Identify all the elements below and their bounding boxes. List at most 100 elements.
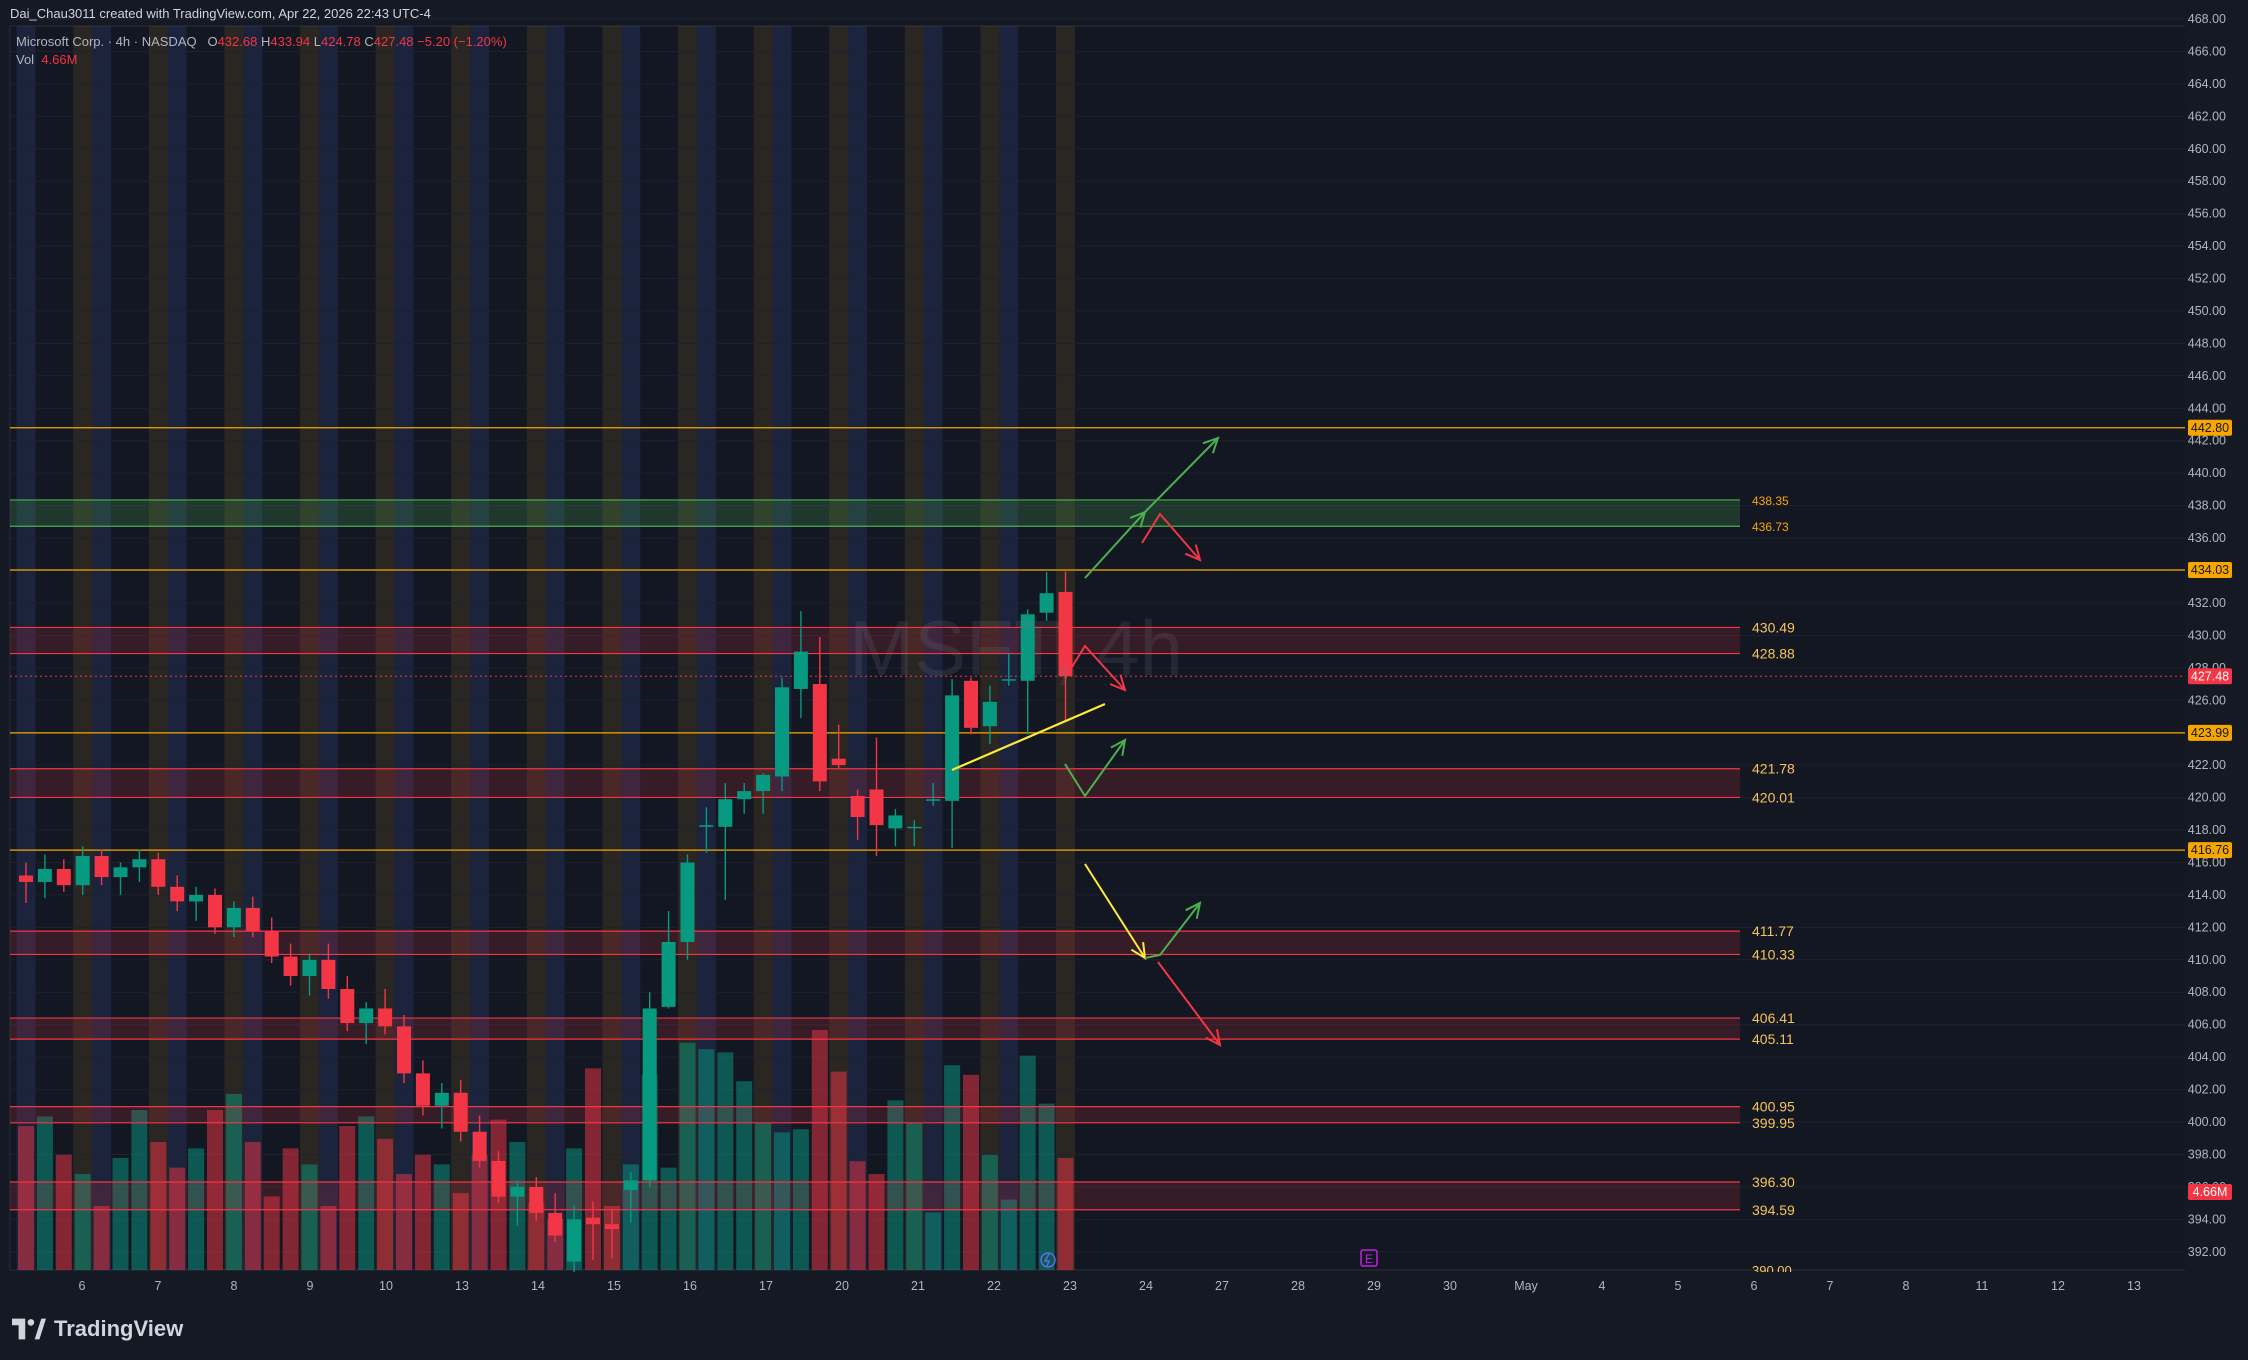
zone-bottom-label: 394.59 — [1752, 1202, 1795, 1218]
candle-body — [226, 907, 241, 928]
price-tick-label: 420.00 — [2188, 791, 2226, 805]
session-band — [999, 26, 1019, 1270]
arrow-up-to-442-head — [1202, 436, 1220, 454]
time-tick-label: 28 — [1291, 1279, 1305, 1293]
candle-body — [623, 1180, 638, 1191]
price-tick-label: 444.00 — [2188, 401, 2226, 415]
session-band — [92, 26, 112, 1270]
price-tick-label: 456.00 — [2188, 207, 2226, 221]
tradingview-logo-icon — [12, 1318, 46, 1340]
session-band — [300, 26, 319, 1270]
price-tick-label: 412.00 — [2188, 920, 2226, 934]
symbol-name[interactable]: Microsoft Corp. · 4h · NASDAQ — [16, 34, 197, 49]
price-tick-label: 392.00 — [2188, 1245, 2226, 1259]
open-label: O — [207, 34, 218, 49]
volume-bar — [471, 1154, 488, 1270]
price-tick-label: 452.00 — [2188, 272, 2226, 286]
volume-bar — [414, 1154, 431, 1270]
candle-body — [907, 826, 922, 829]
candle-body — [132, 859, 147, 868]
candle-body — [964, 680, 978, 728]
zone-bottom-label: 420.01 — [1752, 789, 1795, 805]
time-tick-label: 8 — [231, 1279, 238, 1293]
time-tick-label: 22 — [987, 1279, 1001, 1293]
volume-bar — [755, 1122, 772, 1270]
volume-value: 4.66M — [41, 52, 78, 67]
candle-body — [378, 1008, 393, 1027]
arrow-bounce-423 — [1064, 739, 1126, 798]
time-tick-label: 6 — [79, 1279, 86, 1293]
time-tick-label: 7 — [155, 1279, 162, 1293]
time-axis-background — [0, 1272, 2248, 1292]
price-tick-label: 436.00 — [2188, 531, 2226, 545]
candle-body — [529, 1186, 544, 1213]
candle-body — [775, 687, 789, 777]
session-band — [923, 26, 943, 1270]
candle-body — [302, 959, 317, 977]
volume-bar — [528, 1202, 545, 1270]
time-axis: 6 7 8 9 10 13 14 15 16 17 20 21 22 23 24 27 28 29 30 May 4 5 6… — [0, 1272, 2248, 1293]
candle-body — [888, 815, 903, 829]
time-tick-label: May — [1514, 1279, 1538, 1293]
candle-body — [170, 886, 185, 902]
zone-band — [10, 931, 1740, 955]
last-volume-tag — [2188, 1184, 2232, 1200]
dividend-flash-icon — [1043, 1253, 1051, 1267]
session-band — [545, 26, 565, 1270]
session-band — [848, 26, 868, 1270]
time-tick-label: 17 — [759, 1279, 773, 1293]
session-band — [318, 26, 338, 1270]
level-price-tag — [2188, 419, 2232, 436]
price-tick-label: 404.00 — [2188, 1050, 2226, 1064]
volume-bar — [698, 1049, 715, 1270]
candle-body — [1020, 614, 1035, 681]
volume-bar — [981, 1154, 998, 1270]
candle-body — [245, 907, 260, 931]
level-price-tag — [2188, 562, 2232, 579]
volume-bar — [320, 1206, 337, 1270]
price-tick-label: 418.00 — [2188, 823, 2226, 837]
arrow-up-to-438 — [1084, 511, 1146, 579]
price-tick-label: 460.00 — [2188, 142, 2226, 156]
candle-body — [94, 855, 109, 878]
time-tick-label: 21 — [911, 1279, 925, 1293]
dividend-marker-icon — [1040, 1252, 1056, 1268]
candle-body — [661, 941, 676, 1007]
candle-body — [491, 1160, 506, 1197]
volume-bar — [396, 1174, 412, 1270]
price-tick-label: 406.00 — [2188, 1018, 2226, 1032]
time-tick-label: 11 — [1976, 1279, 1989, 1293]
session-band — [526, 26, 546, 1270]
session-band — [148, 26, 168, 1270]
time-tick-label: 16 — [683, 1279, 697, 1293]
arrow-down-to-405 — [1157, 961, 1221, 1046]
candle-body — [37, 868, 52, 882]
candle-body — [189, 894, 204, 902]
session-band — [904, 26, 924, 1270]
volume-label[interactable]: Vol — [16, 52, 35, 67]
session-band — [16, 26, 36, 1270]
time-tick-label: 13 — [2127, 1279, 2141, 1293]
candle-body — [699, 825, 714, 827]
last-price-tag-label: 427.48 — [2191, 669, 2229, 683]
volume-bar — [1057, 1158, 1074, 1270]
candle-body — [982, 701, 997, 727]
level-price-tag — [2188, 724, 2232, 741]
low-value: 424.78 — [320, 34, 361, 49]
close-label: C — [364, 34, 374, 49]
time-tick-label: 4 — [1599, 1279, 1606, 1293]
time-tick-label: 12 — [2051, 1279, 2065, 1293]
volume-bar — [1000, 1199, 1017, 1270]
zone-band — [10, 499, 1740, 527]
candle-body — [548, 1212, 563, 1236]
session-band — [753, 26, 773, 1270]
candle-body — [567, 1219, 582, 1262]
volume-bar — [55, 1154, 72, 1270]
zone-band — [10, 1018, 1740, 1040]
tradingview-logo[interactable]: TradingView — [12, 1316, 183, 1342]
support-resistance-zones: 438.35 436.73 430.49 428.88 421.78 420.01 411.… — [10, 494, 1795, 1218]
time-tick-label: 6 — [1751, 1279, 1758, 1293]
volume-bar — [244, 1142, 261, 1270]
close-value: 427.48 — [373, 34, 414, 49]
